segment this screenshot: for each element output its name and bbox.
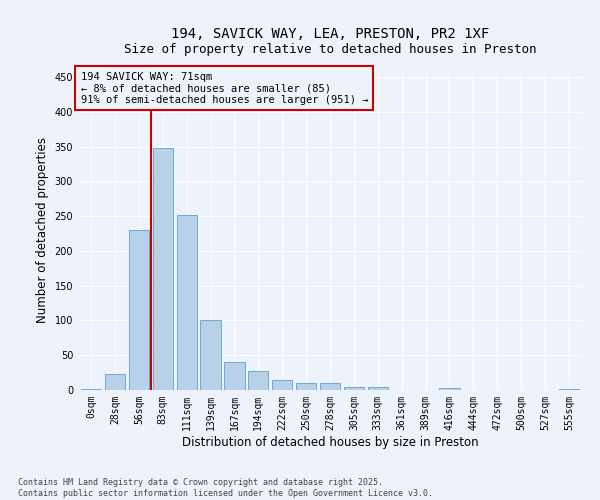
Text: Contains HM Land Registry data © Crown copyright and database right 2025.
Contai: Contains HM Land Registry data © Crown c… (18, 478, 433, 498)
Bar (272, 380, 292, 390)
Bar (248, 371, 268, 390)
Bar (320, 383, 340, 390)
Bar (224, 362, 245, 390)
Bar (344, 386, 364, 390)
Bar (439, 388, 460, 390)
Bar (129, 230, 149, 390)
Y-axis label: Number of detached properties: Number of detached properties (36, 137, 49, 323)
Bar (81, 388, 101, 390)
X-axis label: Distribution of detached houses by size in Preston: Distribution of detached houses by size … (182, 436, 478, 448)
Text: Size of property relative to detached houses in Preston: Size of property relative to detached ho… (124, 42, 536, 56)
Text: 194 SAVICK WAY: 71sqm
← 8% of detached houses are smaller (85)
91% of semi-detac: 194 SAVICK WAY: 71sqm ← 8% of detached h… (80, 72, 368, 105)
Text: 194, SAVICK WAY, LEA, PRESTON, PR2 1XF: 194, SAVICK WAY, LEA, PRESTON, PR2 1XF (171, 28, 489, 42)
Bar (368, 386, 388, 390)
Bar (200, 320, 221, 390)
Bar (296, 383, 316, 390)
Bar (559, 388, 579, 390)
Bar (152, 148, 173, 390)
Bar (176, 214, 197, 390)
Bar (105, 374, 125, 390)
